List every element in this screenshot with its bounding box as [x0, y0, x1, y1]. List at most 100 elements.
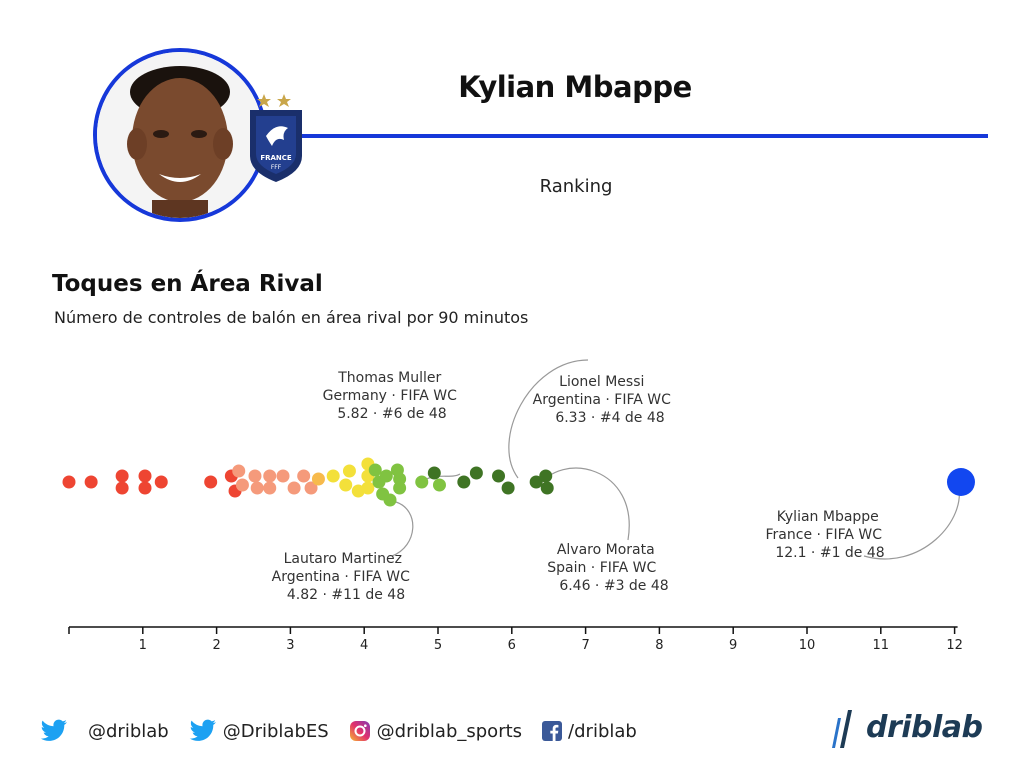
x-tick-label: 10: [799, 638, 816, 653]
facebook-handle-text: /driblab: [568, 720, 637, 742]
instagram-icon: [349, 721, 370, 741]
messi-name: Lionel Messi: [559, 374, 644, 390]
player-photo: [97, 52, 263, 218]
data-point: [304, 481, 318, 495]
twitter-handle-1[interactable]: @driblab: [40, 719, 169, 743]
social-footer: @driblab @DriblabES @driblab_sports /dri…: [40, 719, 651, 743]
messi-connector: [508, 359, 589, 479]
data-point: [311, 472, 325, 486]
x-tick-label: 4: [360, 638, 368, 653]
mbappe-value: 12.1 · #1 de 48: [775, 545, 884, 561]
mbappe-label: Kylian Mbappe France · FIFA WC 12.1 · #1…: [766, 509, 887, 561]
muller-label: Thomas Muller Germany · FIFA WC 5.82 · #…: [323, 370, 462, 422]
data-point: [432, 478, 446, 492]
twitter-icon: [40, 719, 67, 741]
data-point: [457, 475, 471, 489]
data-point: [415, 475, 429, 489]
data-point: [115, 481, 129, 495]
mbappe-connector: [863, 483, 960, 560]
data-point: [393, 481, 407, 495]
data-point: [297, 469, 311, 483]
martinez-name: Lautaro Martinez: [284, 551, 402, 567]
twitter-handle-1-text: @driblab: [88, 720, 169, 742]
facebook-icon: [542, 721, 563, 741]
mbappe-team: France · FIFA WC: [766, 527, 883, 543]
messi-team: Argentina · FIFA WC: [533, 392, 671, 408]
martinez-team: Argentina · FIFA WC: [272, 569, 410, 585]
beeswarm-chart: Thomas Muller Germany · FIFA WC 5.82 · #…: [62, 359, 975, 653]
data-point: [379, 469, 393, 483]
data-point: [539, 469, 553, 483]
data-point: [276, 469, 290, 483]
x-tick-label: 12: [946, 638, 963, 653]
twitter-icon: [189, 719, 216, 741]
player-avatar: [93, 48, 267, 222]
instagram-handle[interactable]: @driblab_sports: [349, 720, 522, 742]
badge-subtext: FFF: [271, 164, 282, 171]
martinez-connector: [391, 501, 414, 557]
data-point: [342, 464, 356, 478]
x-tick-label: 2: [212, 638, 220, 653]
chart-subtitle: Número de controles de balón en área riv…: [54, 308, 529, 327]
x-tick-label: 3: [286, 638, 294, 653]
data-point: [138, 469, 152, 483]
highlight-point-mbappe: [946, 468, 975, 496]
brand-name: driblab: [866, 710, 983, 745]
twitter-handle-2[interactable]: @DriblabES: [189, 719, 329, 743]
data-point: [84, 475, 98, 489]
messi-value: 6.33 · #4 de 48: [555, 410, 664, 426]
instagram-handle-text: @driblab_sports: [376, 720, 523, 742]
data-point: [287, 481, 301, 495]
morata-team: Spain · FIFA WC: [547, 560, 656, 576]
martinez-value: 4.82 · #11 de 48: [287, 587, 405, 603]
player-name: Kylian Mbappe: [458, 70, 692, 104]
data-point: [138, 481, 152, 495]
data-point: [393, 472, 407, 486]
data-point: [248, 469, 262, 483]
data-point: [263, 481, 277, 495]
data-point: [204, 475, 218, 489]
morata-connector: [537, 467, 630, 541]
data-point: [62, 475, 76, 489]
data-point: [427, 466, 441, 480]
data-point: [232, 464, 246, 478]
data-point: [492, 469, 506, 483]
data-point: [115, 469, 129, 483]
data-point: [250, 481, 264, 495]
data-point: [529, 475, 543, 489]
x-axis: 1 2 3 4 5 6 7 8 9 10 11 12: [68, 626, 963, 653]
data-point: [383, 493, 397, 507]
muller-value: 5.82 · #6 de 48: [337, 406, 446, 422]
badge-text: FRANCE: [260, 154, 292, 162]
data-point: [235, 478, 249, 492]
x-tick-label: 6: [508, 638, 516, 653]
data-point: [361, 481, 375, 495]
x-tick-label: 8: [655, 638, 663, 653]
data-point: [368, 463, 382, 477]
france-badge-icon: FRANCE FFF: [250, 94, 302, 182]
morata-label: Alvaro Morata Spain · FIFA WC 6.46 · #3 …: [547, 542, 668, 594]
header-divider: [263, 134, 988, 138]
muller-name: Thomas Muller: [337, 370, 441, 386]
data-point: [154, 475, 168, 489]
driblab-logo-icon: [832, 710, 852, 748]
annotation-layer: Thomas Muller Germany · FIFA WC 5.82 · #…: [272, 359, 960, 603]
muller-team: Germany · FIFA WC: [323, 388, 458, 404]
data-point: [339, 478, 353, 492]
x-tick-label: 1: [139, 638, 147, 653]
data-point: [263, 469, 277, 483]
x-tick-label: 11: [873, 638, 890, 653]
x-tick-label: 9: [729, 638, 737, 653]
data-point: [540, 481, 554, 495]
facebook-handle[interactable]: /driblab: [542, 721, 637, 742]
data-point: [469, 466, 483, 480]
x-tick-label: 7: [581, 638, 589, 653]
martinez-label: Lautaro Martinez Argentina · FIFA WC 4.8…: [272, 551, 415, 603]
ranking-label: Ranking: [539, 176, 613, 197]
messi-label: Lionel Messi Argentina · FIFA WC 6.33 · …: [533, 374, 676, 426]
twitter-handle-2-text: @DriblabES: [222, 720, 329, 742]
morata-name: Alvaro Morata: [557, 542, 655, 558]
x-tick-label: 5: [434, 638, 442, 653]
chart-title: Toques en Área Rival: [52, 271, 323, 297]
data-points: [62, 457, 975, 507]
